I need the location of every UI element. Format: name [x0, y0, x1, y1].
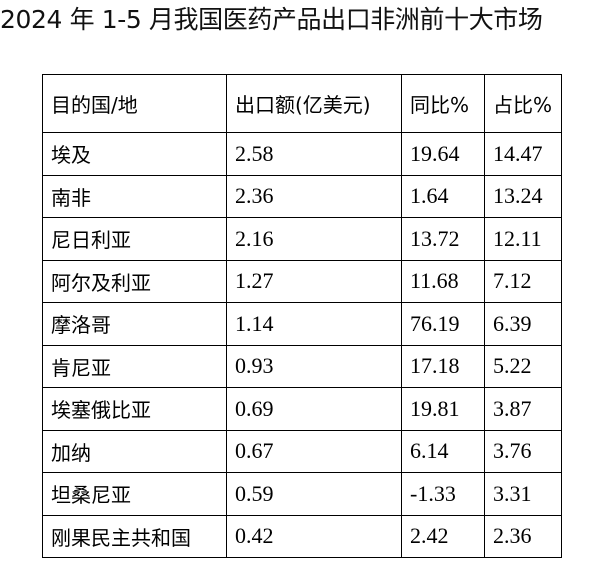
header-export-value: 出口额(亿美元): [226, 74, 402, 133]
cell-export-value: 1.27: [226, 259, 402, 303]
cell-destination: 南非: [42, 174, 227, 218]
cell-destination: 尼日利亚: [42, 217, 227, 261]
cell-share: 3.76: [484, 429, 562, 473]
cell-export-value: 2.36: [226, 174, 402, 218]
table-row: 埃塞俄比亚 0.69 19.81 3.87: [42, 387, 562, 431]
cell-destination: 埃及: [42, 132, 227, 176]
cell-destination: 肯尼亚: [42, 344, 227, 388]
cell-export-value: 1.14: [226, 302, 402, 346]
cell-yoy: 17.18: [401, 344, 485, 388]
table-row: 摩洛哥 1.14 76.19 6.39: [42, 302, 562, 346]
cell-yoy: -1.33: [401, 472, 485, 516]
header-share: 占比%: [484, 74, 562, 133]
cell-yoy: 19.81: [401, 387, 485, 431]
cell-export-value: 0.42: [226, 514, 402, 558]
export-table: 目的国/地 出口额(亿美元) 同比% 占比% 埃及 2.58 19.64 14.47 南…: [42, 74, 562, 558]
cell-yoy: 6.14: [401, 429, 485, 473]
cell-export-value: 0.59: [226, 472, 402, 516]
cell-share: 7.12: [484, 259, 562, 303]
cell-destination: 加纳: [42, 429, 227, 473]
cell-destination: 坦桑尼亚: [42, 472, 227, 516]
cell-export-value: 2.16: [226, 217, 402, 261]
cell-yoy: 13.72: [401, 217, 485, 261]
cell-export-value: 2.58: [226, 132, 402, 176]
table-row: 埃及 2.58 19.64 14.47: [42, 132, 562, 176]
cell-yoy: 2.42: [401, 514, 485, 558]
header-destination: 目的国/地: [42, 74, 227, 133]
cell-destination: 摩洛哥: [42, 302, 227, 346]
cell-destination: 刚果民主共和国: [42, 514, 227, 558]
table-row: 阿尔及利亚 1.27 11.68 7.12: [42, 259, 562, 303]
table-row: 加纳 0.67 6.14 3.76: [42, 429, 562, 473]
cell-share: 5.22: [484, 344, 562, 388]
table-row: 南非 2.36 1.64 13.24: [42, 174, 562, 218]
table-row: 刚果民主共和国 0.42 2.42 2.36: [42, 514, 562, 558]
cell-share: 3.31: [484, 472, 562, 516]
cell-export-value: 0.69: [226, 387, 402, 431]
cell-share: 2.36: [484, 514, 562, 558]
cell-share: 13.24: [484, 174, 562, 218]
cell-export-value: 0.67: [226, 429, 402, 473]
cell-share: 14.47: [484, 132, 562, 176]
table-header-row: 目的国/地 出口额(亿美元) 同比% 占比%: [42, 74, 562, 133]
cell-export-value: 0.93: [226, 344, 402, 388]
table-row: 尼日利亚 2.16 13.72 12.11: [42, 217, 562, 261]
cell-destination: 阿尔及利亚: [42, 259, 227, 303]
header-yoy: 同比%: [401, 74, 485, 133]
page-title: 2024 年 1-5 月我国医药产品出口非洲前十大市场: [0, 5, 543, 34]
cell-share: 3.87: [484, 387, 562, 431]
cell-yoy: 11.68: [401, 259, 485, 303]
cell-share: 12.11: [484, 217, 562, 261]
cell-yoy: 76.19: [401, 302, 485, 346]
table-row: 坦桑尼亚 0.59 -1.33 3.31: [42, 472, 562, 516]
cell-destination: 埃塞俄比亚: [42, 387, 227, 431]
table-body: 目的国/地 出口额(亿美元) 同比% 占比% 埃及 2.58 19.64 14.47 南…: [42, 74, 562, 558]
cell-yoy: 19.64: [401, 132, 485, 176]
cell-share: 6.39: [484, 302, 562, 346]
cell-yoy: 1.64: [401, 174, 485, 218]
table-row: 肯尼亚 0.93 17.18 5.22: [42, 344, 562, 388]
